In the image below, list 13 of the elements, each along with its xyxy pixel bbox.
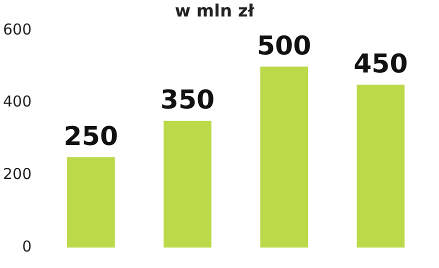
y-tick-label: 600 (2, 20, 32, 38)
chart-title: w mln zł (174, 2, 255, 22)
y-tick-label: 200 (2, 165, 32, 184)
data-label: 350 (160, 86, 215, 116)
y-tick-label: 0 (22, 237, 32, 256)
bar (67, 157, 115, 248)
bar (164, 120, 212, 248)
data-label: 500 (256, 31, 312, 62)
bar (260, 66, 308, 248)
bar (356, 84, 405, 248)
data-label: 450 (354, 49, 408, 80)
y-tick-label: 400 (2, 92, 32, 111)
data-label: 250 (64, 122, 118, 152)
